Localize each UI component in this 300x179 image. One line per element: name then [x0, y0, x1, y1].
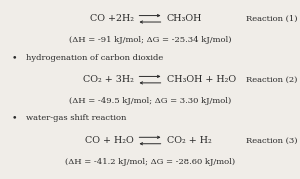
Text: CO₂ + H₂: CO₂ + H₂ [167, 136, 211, 145]
Text: (ΔH = -49.5 kJ/mol; ΔG = 3.30 kJ/mol): (ΔH = -49.5 kJ/mol; ΔG = 3.30 kJ/mol) [69, 97, 231, 105]
Text: CH₃OH: CH₃OH [167, 14, 202, 23]
Text: water-gas shift reaction: water-gas shift reaction [26, 114, 126, 122]
Text: CO +2H₂: CO +2H₂ [89, 14, 134, 23]
Text: Reaction (3): Reaction (3) [245, 137, 297, 144]
Text: CO₂ + 3H₂: CO₂ + 3H₂ [82, 75, 134, 84]
Text: hydrogenation of carbon dioxide: hydrogenation of carbon dioxide [26, 54, 163, 62]
Text: •: • [12, 114, 17, 123]
Text: •: • [12, 54, 17, 63]
Text: CO + H₂O: CO + H₂O [85, 136, 134, 145]
Text: (ΔH = -41.2 kJ/mol; ΔG = -28.60 kJ/mol): (ΔH = -41.2 kJ/mol; ΔG = -28.60 kJ/mol) [65, 158, 235, 166]
Text: (ΔH = -91 kJ/mol; ΔG = -25.34 kJ/mol): (ΔH = -91 kJ/mol; ΔG = -25.34 kJ/mol) [69, 36, 231, 44]
Text: CH₃OH + H₂O: CH₃OH + H₂O [167, 75, 236, 84]
Text: Reaction (1): Reaction (1) [245, 15, 297, 23]
Text: Reaction (2): Reaction (2) [246, 76, 297, 84]
